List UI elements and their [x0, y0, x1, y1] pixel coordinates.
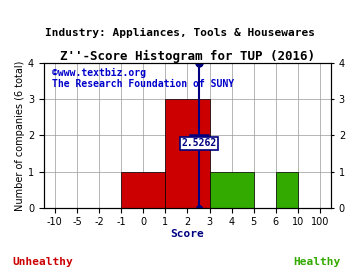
Bar [121, 171, 165, 208]
Text: Unhealthy: Unhealthy [13, 257, 73, 267]
Title: Z''-Score Histogram for TUP (2016): Z''-Score Histogram for TUP (2016) [60, 50, 315, 63]
Bar [276, 171, 298, 208]
Text: ©www.textbiz.org
The Research Foundation of SUNY: ©www.textbiz.org The Research Foundation… [52, 68, 234, 89]
Bar [210, 171, 254, 208]
X-axis label: Score: Score [171, 229, 204, 239]
Bar [165, 99, 210, 208]
Text: 2.5262: 2.5262 [181, 138, 217, 148]
Y-axis label: Number of companies (6 total): Number of companies (6 total) [15, 60, 25, 211]
Text: Healthy: Healthy [293, 257, 341, 267]
Text: Industry: Appliances, Tools & Housewares: Industry: Appliances, Tools & Housewares [45, 28, 315, 38]
